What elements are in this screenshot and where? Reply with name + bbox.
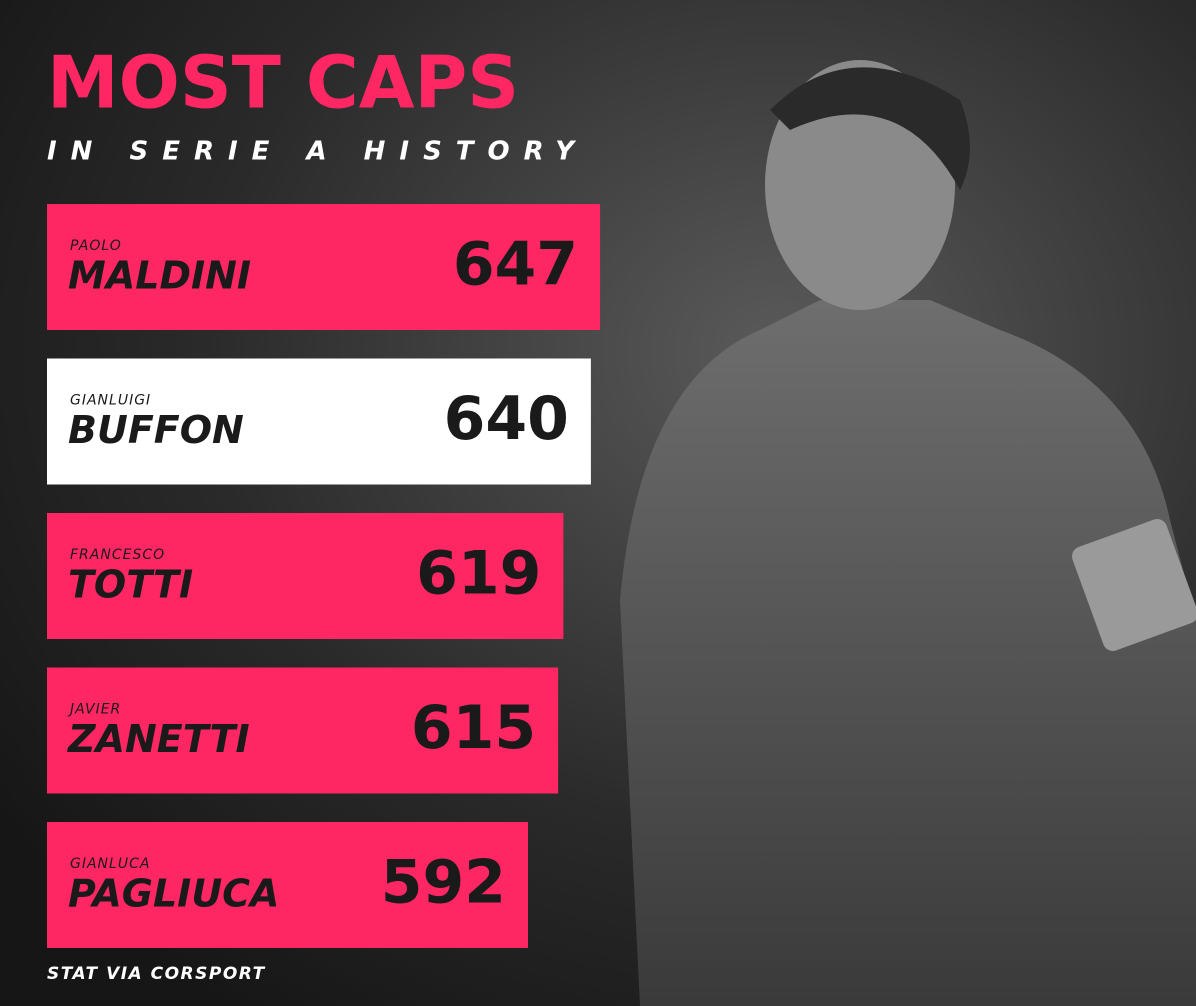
last-name: BUFFON [68,408,244,452]
last-name: MALDINI [68,254,251,298]
bar [47,513,564,639]
chart-subtitle: IN SERIE A HISTORY [47,137,588,167]
first-name: GIANLUCA [70,856,150,872]
value-label: 592 [381,848,506,918]
last-name: ZANETTI [67,717,250,761]
source-note: STAT VIA CORSPORT [47,964,266,984]
bar [47,667,559,794]
first-name: GIANLUIGI [70,393,151,409]
bar [47,822,528,948]
value-label: 615 [411,693,536,763]
value-label: 619 [416,539,541,609]
chart-title: MOST CAPS [47,41,519,125]
first-name: PAOLO [70,238,122,254]
last-name: PAGLIUCA [68,872,279,916]
value-label: 647 [453,230,578,300]
bar [47,204,601,330]
player-photo [620,60,1196,1006]
value-label: 640 [444,384,569,454]
last-name: TOTTI [68,563,193,607]
bar [47,358,591,485]
first-name: JAVIER [67,702,121,718]
first-name: FRANCESCO [70,547,165,563]
